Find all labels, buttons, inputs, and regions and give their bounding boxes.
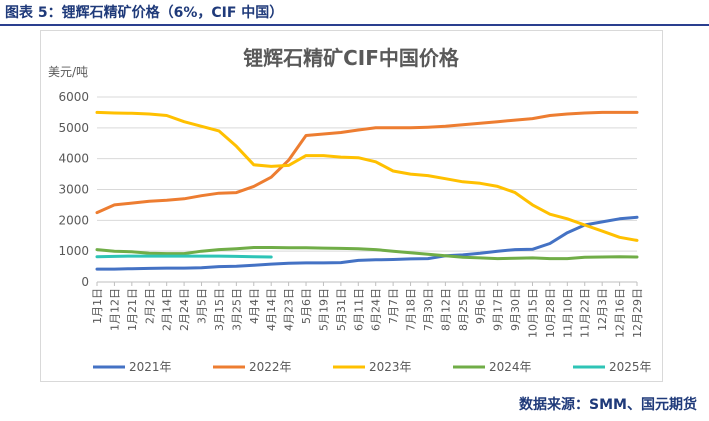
x-tick-label: 12月16日 [614, 288, 627, 338]
x-tick-label: 2月14日 [161, 288, 174, 331]
series-line-2025年 [95, 254, 273, 259]
x-tick-label: 3月5日 [196, 288, 209, 324]
x-tick-label: 7月18日 [405, 288, 418, 331]
x-tick-label: 8月12日 [439, 288, 452, 331]
y-tick-label: 3000 [58, 183, 89, 197]
y-tick-label: 1000 [58, 244, 89, 258]
x-tick-label: 6月11日 [352, 288, 365, 331]
y-tick-label: 4000 [58, 152, 89, 166]
x-tick-label: 6月24日 [370, 288, 383, 331]
chart-title: 锂辉石精矿CIF中国价格 [243, 46, 460, 70]
y-tick-label: 0 [81, 275, 89, 289]
series-line-2024年 [95, 246, 639, 261]
legend: 2021年 2022年 2023年 2024年 2025年 [93, 360, 652, 374]
x-tick-label: 3月15日 [213, 288, 226, 331]
price-chart: 0 1000 2000 3000 4000 5000 6000 1月1日 1月12日 1月21日… [48, 46, 652, 374]
x-tick-label: 1月12日 [108, 288, 121, 331]
x-tick-label: 9月17日 [492, 288, 505, 331]
x-tick-label: 9月6日 [474, 288, 487, 324]
y-tick-label: 6000 [58, 90, 89, 104]
y-tick-labels: 0 1000 2000 3000 4000 5000 6000 [58, 90, 89, 289]
x-tick-label: 1月21日 [126, 288, 139, 331]
x-tick-label: 10月28日 [544, 288, 557, 338]
x-tick-label: 12月3日 [596, 288, 609, 331]
series-lines [95, 110, 639, 271]
legend-label: 2022年 [249, 360, 292, 374]
x-tick-label: 5月6日 [300, 288, 313, 324]
figure-caption: 图表 5：锂辉石精矿价格（6%，CIF 中国） [5, 5, 284, 21]
series-line-2023年 [95, 110, 639, 242]
chart-frame: 0 1000 2000 3000 4000 5000 6000 1月1日 1月12日 1月21日… [40, 30, 663, 382]
x-tick-label: 3月25日 [230, 288, 243, 331]
x-tick-label: 9月30日 [509, 288, 522, 331]
legend-label: 2021年 [129, 360, 172, 374]
x-tick-label: 4月23日 [283, 288, 296, 331]
x-tick-label: 4月4日 [248, 288, 261, 324]
x-tick-label: 5月31日 [335, 288, 348, 331]
caption-divider [0, 24, 709, 26]
legend-label: 2023年 [369, 360, 412, 374]
series-line-2021年 [95, 215, 639, 271]
y-axis-unit-label: 美元/吨 [48, 65, 88, 79]
series-line-2022年 [95, 110, 639, 215]
x-tick-labels: 1月1日 1月12日 1月21日 2月2日 2月14日 2月24日 3月5日 3月15日 3月2… [91, 282, 644, 338]
x-tick-label: 10月15日 [526, 288, 539, 338]
data-source-note: 数据来源：SMM、国元期货 [519, 397, 697, 413]
x-tick-label: 8月25日 [457, 288, 470, 331]
x-tick-label: 2月24日 [178, 288, 191, 331]
legend-label: 2024年 [489, 360, 532, 374]
x-tick-label: 1月1日 [91, 288, 104, 324]
x-tick-label: 12月29日 [631, 288, 644, 338]
x-tick-label: 11月22日 [579, 288, 592, 338]
x-tick-label: 7月7日 [387, 288, 400, 324]
x-tick-label: 4月14日 [265, 288, 278, 331]
x-tick-label: 11月10日 [561, 288, 574, 338]
y-tick-label: 5000 [58, 121, 89, 135]
x-tick-label: 7月30日 [422, 288, 435, 331]
x-tick-label: 5月19日 [317, 288, 330, 331]
y-tick-label: 2000 [58, 213, 89, 227]
x-tick-label: 2月2日 [143, 288, 156, 324]
legend-label: 2025年 [609, 360, 652, 374]
